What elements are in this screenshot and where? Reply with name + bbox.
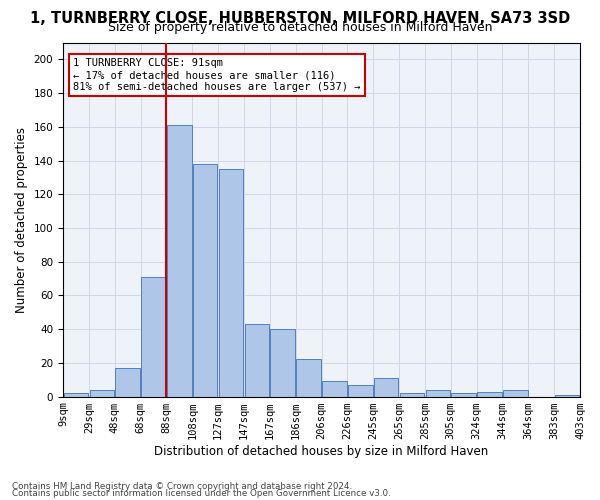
Y-axis label: Number of detached properties: Number of detached properties bbox=[15, 126, 28, 312]
Bar bbox=[219, 169, 244, 396]
Text: 1 TURNBERRY CLOSE: 91sqm
← 17% of detached houses are smaller (116)
81% of semi-: 1 TURNBERRY CLOSE: 91sqm ← 17% of detach… bbox=[73, 58, 361, 92]
Bar bbox=[400, 393, 424, 396]
Bar bbox=[115, 368, 140, 396]
Bar bbox=[64, 393, 88, 396]
Bar bbox=[503, 390, 527, 396]
Bar bbox=[477, 392, 502, 396]
Bar bbox=[374, 378, 398, 396]
Text: 1, TURNBERRY CLOSE, HUBBERSTON, MILFORD HAVEN, SA73 3SD: 1, TURNBERRY CLOSE, HUBBERSTON, MILFORD … bbox=[30, 11, 570, 26]
Bar bbox=[296, 360, 321, 397]
Bar bbox=[245, 324, 269, 396]
Bar bbox=[425, 390, 450, 396]
Bar bbox=[167, 125, 191, 396]
Bar bbox=[451, 393, 476, 396]
Text: Size of property relative to detached houses in Milford Haven: Size of property relative to detached ho… bbox=[108, 22, 492, 35]
Bar bbox=[555, 395, 580, 396]
Bar bbox=[322, 382, 347, 396]
X-axis label: Distribution of detached houses by size in Milford Haven: Distribution of detached houses by size … bbox=[154, 444, 488, 458]
Text: Contains HM Land Registry data © Crown copyright and database right 2024.: Contains HM Land Registry data © Crown c… bbox=[12, 482, 352, 491]
Bar bbox=[141, 277, 166, 396]
Bar bbox=[193, 164, 217, 396]
Bar bbox=[348, 385, 373, 396]
Text: Contains public sector information licensed under the Open Government Licence v3: Contains public sector information licen… bbox=[12, 489, 391, 498]
Bar bbox=[271, 329, 295, 396]
Bar bbox=[89, 390, 114, 396]
